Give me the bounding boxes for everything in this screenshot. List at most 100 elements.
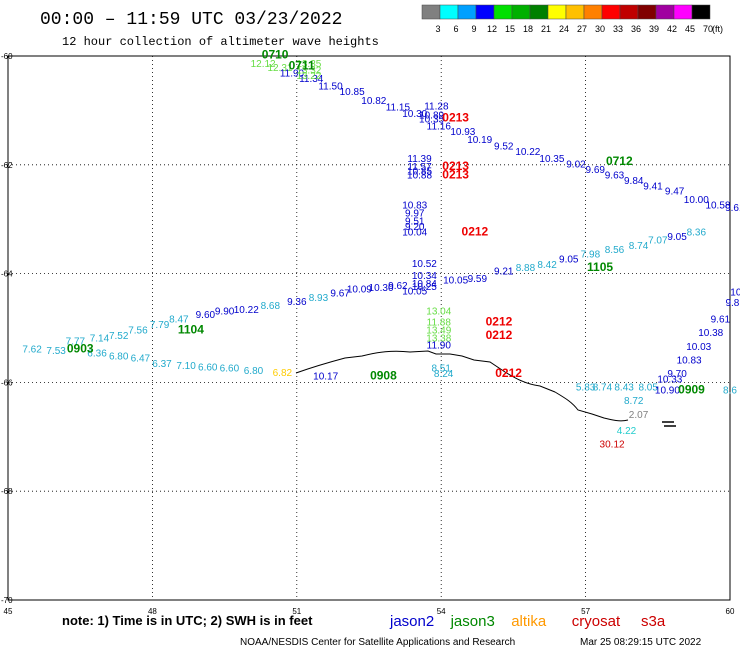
wave-height-label: 11.90 <box>280 69 305 80</box>
colorbar-swatch <box>457 4 477 20</box>
legend-item-jason2: jason2 <box>389 613 434 630</box>
wave-height-label: 9.05 <box>667 232 687 243</box>
wave-height-label: 10.05 <box>443 275 468 286</box>
colorbar-swatch <box>565 4 585 20</box>
wave-height-label: 11.16 <box>427 121 452 132</box>
footer-timestamp: Mar 25 08:29:15 UTC 2022 <box>580 637 702 648</box>
colorbar-swatch <box>583 4 603 20</box>
wave-height-label: 10.93 <box>450 127 475 138</box>
wave-height-label: 7.10 <box>176 361 196 372</box>
wave-height-label: 10.05 <box>402 286 427 297</box>
y-tick-label: -66 <box>1 378 13 387</box>
wave-height-label: 7.77 <box>66 336 86 347</box>
track-time-label: 1104 <box>178 322 204 336</box>
wave-height-label: 10.19 <box>467 135 492 146</box>
wave-height-label: 6.80 <box>244 366 264 377</box>
colorbar-swatch <box>673 4 693 20</box>
colorbar-swatch <box>655 4 675 20</box>
colorbar-tick-label: 45 <box>685 24 695 34</box>
wave-height-label: 9.20 <box>405 222 425 233</box>
wave-height-label: 8.74 <box>593 383 613 394</box>
colorbar-tick-label: 39 <box>649 24 659 34</box>
wave-height-label: 8.24 <box>434 369 454 380</box>
colorbar-tick-label: 33 <box>613 24 623 34</box>
wave-height-label: 9.61 <box>725 203 740 214</box>
colorbar-tick-label: 27 <box>577 24 587 34</box>
wave-height-label: 11.57 <box>407 162 432 173</box>
colorbar-tick-label: 24 <box>559 24 569 34</box>
wave-height-label: 10.09 <box>347 285 372 296</box>
legend-item-jason3: jason3 <box>450 613 495 630</box>
colorbar-tick-label: 30 <box>595 24 605 34</box>
coastline <box>295 350 629 422</box>
wave-height-label: 10.35 <box>419 114 444 125</box>
wave-height-label: 7.52 <box>109 331 129 342</box>
wave-height-label: 7.62 <box>22 344 42 355</box>
wave-height-label: 11.39 <box>407 154 432 165</box>
x-tick-label: 45 <box>4 607 13 616</box>
wave-height-label: 9.61 <box>711 315 731 326</box>
wave-height-label: 10.88 <box>407 170 432 181</box>
wave-height-label: 9.84 <box>624 176 644 187</box>
wave-height-label: 10.90 <box>655 385 680 396</box>
wave-height-label: 10.84 <box>412 279 437 290</box>
wave-height-label: 12.31 <box>267 63 292 74</box>
wave-height-label: 6.36 <box>87 348 107 359</box>
colorbar-swatch <box>637 4 657 20</box>
track-time-label: 0212 <box>462 225 489 239</box>
colorbar-swatch <box>421 4 441 20</box>
colorbar-tick-label: 36 <box>631 24 641 34</box>
wave-height-label: 9.90 <box>215 306 235 317</box>
wave-height-label: 11.34 <box>299 74 324 85</box>
colorbar-tick-label: 6 <box>453 24 458 34</box>
wave-height-label: 4.22 <box>617 426 637 437</box>
wave-height-label: 9.67 <box>330 288 350 299</box>
wave-height-label: 7.53 <box>46 346 66 357</box>
wave-height-label: 10.83 <box>402 200 427 211</box>
wave-height-label: 13.22 <box>296 71 321 82</box>
track-time-label: 0903 <box>67 341 94 355</box>
wave-height-label: 6.82 <box>273 368 293 379</box>
colorbar-tick-label: 70 <box>703 24 713 34</box>
wave-height-label: 9.60 <box>196 310 216 321</box>
wave-height-label: 8.93 <box>309 293 329 304</box>
y-tick-label: -64 <box>1 270 13 279</box>
wave-height-label: 8.68 <box>261 301 281 312</box>
wave-height-label: 7.56 <box>128 325 148 336</box>
wave-height-label: 11.50 <box>318 82 343 93</box>
wave-height-label: 9.63 <box>605 170 625 181</box>
wave-height-label: 9.36 <box>287 297 307 308</box>
wave-height-label: 10.22 <box>234 305 259 316</box>
coastline-islet <box>662 421 676 427</box>
colorbar-swatch <box>511 4 531 20</box>
wave-height-label: 13.35 <box>296 59 321 70</box>
wave-height-label: 13.03 <box>231 48 256 59</box>
satellite-legend: jason2 jason3 altika cryosat s3a <box>389 613 666 630</box>
wave-height-label: 9.52 <box>494 142 514 153</box>
wave-height-label: 10.35 <box>539 154 564 165</box>
wave-height-label: 7.07 <box>648 236 668 247</box>
track-time-label: 0213 <box>442 167 469 181</box>
legend-item-cryosat: cryosat <box>572 613 621 630</box>
wave-height-label: 11.88 <box>427 317 452 328</box>
wave-height-label: 10.52 <box>412 259 437 270</box>
y-tick-label: -62 <box>1 161 13 170</box>
wave-height-label: 8.74 <box>629 241 649 252</box>
track-time-label: 0711 <box>289 59 315 73</box>
track-time-label: 0212 <box>486 314 513 328</box>
wave-height-label: 11.28 <box>424 101 449 112</box>
wave-height-label: 13.49 <box>426 325 451 336</box>
wave-height-label: 9.51 <box>405 217 425 228</box>
y-tick-label: -68 <box>1 487 13 496</box>
wave-height-label: 11.90 <box>427 341 452 352</box>
wave-height-label: 8.05 <box>638 383 658 394</box>
wave-height-label: 6.80 <box>109 352 129 363</box>
wave-height-label: 10.85 <box>407 167 432 178</box>
wave-height-label: 10.83 <box>677 355 702 366</box>
colorbar-tick-label: 9 <box>471 24 476 34</box>
wave-height-label: 10.89 <box>419 111 444 122</box>
wave-height-label: 13.38 <box>426 334 451 345</box>
wave-height-label: 10.00 <box>684 195 709 206</box>
colorbar-swatch <box>691 4 711 20</box>
